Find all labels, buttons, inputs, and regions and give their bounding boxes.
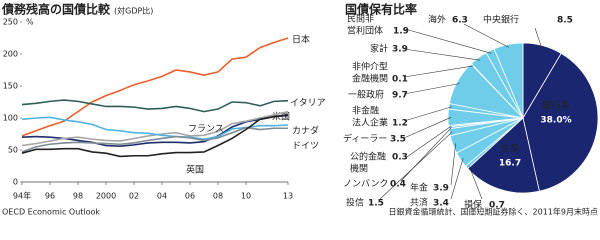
slice-label: 金融機関 — [352, 73, 388, 85]
value-label: 1.9 — [393, 27, 409, 37]
pie-slice — [522, 52, 599, 192]
x-tick-label: 98 — [73, 192, 83, 201]
x-tick-label: 10 — [241, 192, 251, 201]
series-line — [21, 114, 289, 158]
series-line — [21, 99, 289, 113]
slice-label: ディーラー — [343, 133, 387, 145]
leader-line — [463, 23, 509, 48]
slice-label: 家計 — [370, 43, 388, 55]
value-label: 3.5 — [390, 135, 406, 145]
y-tick-label: 200 — [3, 50, 18, 59]
slice-label: 公的金融 — [350, 151, 386, 163]
x-tick-label: 94年 — [13, 191, 31, 201]
series-line — [21, 126, 288, 153]
slice-label: 損保 — [464, 199, 482, 211]
slice-label: 銀行等 — [542, 100, 569, 112]
series-label: 英国 — [186, 164, 204, 176]
value-label: 6.3 — [452, 16, 468, 26]
x-tick-label: 04 — [157, 192, 167, 201]
series-label: イタリア — [290, 98, 326, 109]
series-label: 日本 — [292, 34, 310, 46]
source: 日銀資金循環統計、国庫短期証券除く、2011年9月末時点 — [389, 207, 598, 217]
y-tick-label: 250 — [3, 18, 18, 27]
value-label: 0.1 — [392, 75, 408, 85]
value-label: 0.7 — [489, 201, 505, 211]
value-label: 3.4 — [433, 199, 449, 209]
y-tick-label: 50 — [8, 146, 18, 155]
slice-label: 生保 — [501, 143, 519, 155]
value-label: 0.3 — [392, 153, 408, 163]
value-label: 38.0% — [540, 116, 571, 126]
slice-label: 共済 — [410, 197, 428, 209]
slice-label: 営利団体 — [347, 25, 383, 37]
value-label: 8.5 — [557, 16, 573, 26]
slice-label: 民間非 — [347, 13, 374, 25]
leader-line — [534, 27, 543, 49]
leader-line — [403, 65, 474, 78]
y-unit: % — [26, 18, 34, 27]
x-tick-label: 2000 — [96, 192, 116, 201]
leader-line — [468, 165, 483, 200]
slice-label: 年金 — [410, 182, 428, 194]
slice-label: 非仲介型 — [352, 61, 388, 73]
leader-line — [403, 106, 452, 122]
page: 債務残高の国債比較 (対GDP比) % OECD Economic Outloo… — [1, 2, 599, 217]
y-tick-label: 100 — [3, 114, 18, 123]
leader-line — [404, 28, 492, 54]
y-tick-label: 0 — [13, 178, 18, 187]
value-label: 9.7 — [392, 91, 408, 101]
x-tick-label: 06 — [185, 192, 195, 201]
chart-subtitle: (対GDP比) — [114, 6, 153, 16]
x-tick-label: 96 — [45, 192, 55, 201]
slice-label: ノンバンク — [343, 179, 388, 190]
x-tick-label: 08 — [213, 192, 223, 201]
leader-line — [450, 158, 464, 200]
leader-line — [403, 125, 452, 160]
value-label: 16.7 — [499, 159, 521, 169]
leader-line — [450, 143, 456, 186]
value-label: 1.2 — [392, 119, 408, 129]
leader-line — [403, 48, 481, 61]
x-tick-label: 02 — [129, 192, 139, 201]
chart-title: 国債保有比率 — [345, 2, 417, 17]
series-label: フランス — [188, 124, 224, 135]
slice-label: 法人企業 — [352, 117, 388, 129]
y-tick-label: 150 — [3, 82, 18, 91]
pie-slice — [467, 117, 540, 194]
x-tick-label: 13 — [283, 192, 293, 201]
series-label: ドイツ — [292, 142, 319, 152]
series-label: カナダ — [292, 125, 319, 137]
value-label: 0.4 — [390, 180, 406, 190]
value-label: 1.5 — [368, 199, 384, 209]
slice-label: 海外 — [428, 14, 446, 26]
source: OECD Economic Outlook — [2, 208, 100, 217]
leader-line — [403, 117, 452, 139]
slice-label: 投信 — [346, 197, 364, 209]
chart-title: 債務残高の国債比較 — [1, 2, 111, 17]
value-label: 3.9 — [392, 45, 408, 55]
slice-label: 一般政府 — [348, 89, 384, 101]
pie-slice — [493, 42, 524, 119]
value-label: 3.9 — [433, 184, 449, 194]
slice-label: 中央銀行 — [483, 14, 519, 26]
slice-label: 機関 — [350, 163, 368, 175]
leader-line — [400, 127, 452, 182]
leader-line — [403, 83, 460, 95]
slice-label: 非金融 — [352, 105, 379, 117]
